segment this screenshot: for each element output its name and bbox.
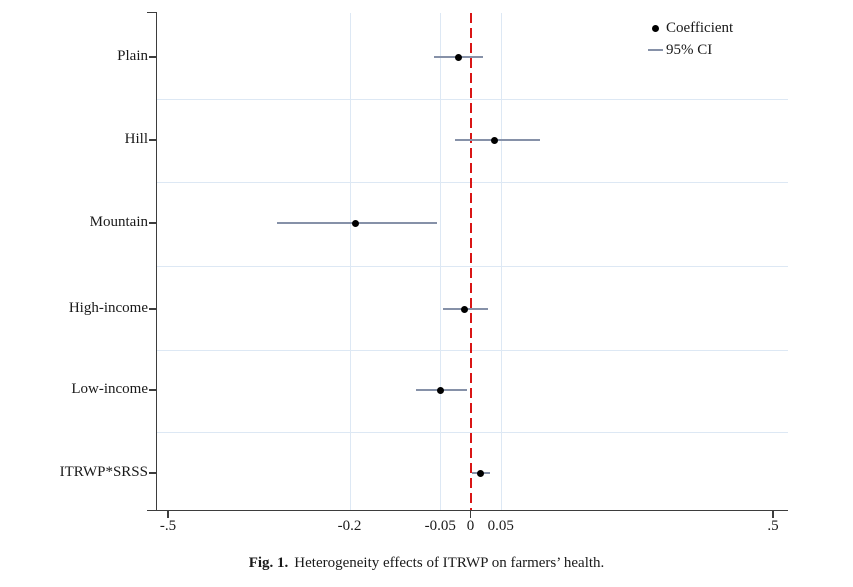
plot-gridline-vertical (349, 13, 351, 511)
legend-ci-label: 95% CI (666, 41, 713, 58)
y-axis-line (155, 13, 157, 511)
category-tick-mark (149, 139, 157, 141)
coefficient-point (477, 469, 485, 477)
figure-caption-text: Heterogeneity effects of ITRWP on farmer… (294, 555, 605, 571)
legend-entry-coefficient: Coefficient (644, 17, 733, 39)
plot-gridline-horizontal (157, 349, 788, 351)
category-tick-mark (149, 389, 157, 391)
category-tick-mark (149, 308, 157, 310)
y-axis-end-tick (147, 509, 157, 511)
coefficient-point (454, 53, 462, 61)
plot-gridline-vertical (500, 13, 502, 511)
x-axis-tick-mark (469, 511, 472, 518)
ci-line-icon (644, 49, 666, 51)
x-axis-tick-label: 0.05 (487, 518, 514, 534)
x-axis-tick-label: -.5 (159, 518, 177, 534)
plot-gridline-horizontal (157, 431, 788, 433)
legend-entry-ci: 95% CI (644, 39, 733, 61)
category-label: Mountain (89, 214, 148, 231)
category-tick-mark (149, 56, 157, 58)
category-label: ITRWP*SRSS (59, 464, 148, 481)
x-axis-line (155, 509, 788, 511)
coefficient-point (436, 386, 444, 394)
category-tick-mark (149, 222, 157, 224)
x-axis-tick-label: -0.05 (424, 518, 456, 534)
x-axis-tick-label: .5 (767, 518, 779, 534)
coefficient-point (460, 305, 468, 313)
category-label: High-income (68, 300, 148, 317)
plot-gridline-horizontal (157, 181, 788, 183)
category-label: Plain (117, 48, 148, 65)
category-tick-mark (149, 472, 157, 474)
x-axis-tick-label: -0.2 (337, 518, 362, 534)
category-label: Hill (124, 131, 148, 148)
coefficient-dot-icon (644, 24, 666, 32)
y-axis-end-tick (147, 11, 157, 13)
figure-caption: Fig. 1. Heterogeneity effects of ITRWP on… (0, 555, 853, 572)
x-axis-tick-label: 0 (466, 518, 475, 534)
plot-gridline-vertical (440, 13, 442, 511)
x-axis-tick-mark (167, 511, 169, 518)
legend-coefficient-label: Coefficient (666, 19, 734, 36)
plot-gridline-horizontal (157, 98, 788, 100)
coefficient-point (491, 136, 499, 144)
category-label: Low-income (71, 381, 148, 398)
zero-reference-line (469, 13, 472, 511)
coefficient-point (352, 219, 360, 227)
x-axis-tick-mark (772, 511, 774, 518)
figure-caption-number: Fig. 1. (248, 555, 289, 571)
plot-gridline-horizontal (157, 266, 788, 267)
legend: Coefficient 95% CI (644, 17, 733, 61)
